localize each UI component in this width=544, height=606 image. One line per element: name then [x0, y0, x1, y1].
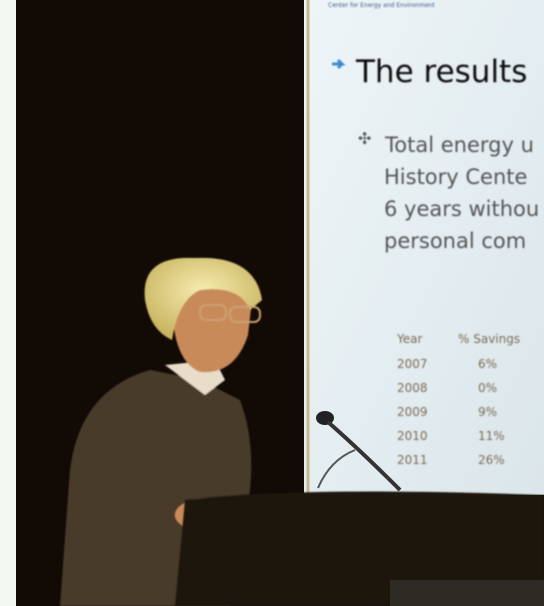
table-cell: 2011: [397, 453, 428, 467]
table-header: Year: [396, 332, 422, 346]
table-cell: 6%: [478, 357, 497, 371]
bullet-line: 6 years withou: [384, 197, 539, 221]
table-header: % Savings: [458, 332, 520, 346]
table-cell: 26%: [478, 453, 505, 467]
table-cell: 2008: [397, 381, 428, 395]
slide-header: Center for Energy and Environment: [328, 2, 435, 9]
table-cell: 11%: [478, 429, 505, 443]
table-cell: 9%: [478, 405, 497, 419]
bullet-line: personal com: [384, 229, 526, 253]
photo: Center for Energy and Environment The re…: [0, 0, 544, 606]
left-edge: [0, 0, 16, 606]
bullet-icon: ✣: [358, 129, 371, 148]
slide-title: The results: [355, 54, 527, 90]
podium-panel: [390, 580, 544, 606]
table-cell: 0%: [478, 381, 497, 395]
table-cell: 2009: [397, 405, 428, 419]
table-cell: 2010: [397, 429, 428, 443]
bullet-line: History Cente: [384, 165, 527, 189]
table-cell: 2007: [397, 357, 428, 371]
bullet-line: Total energy u: [384, 133, 534, 157]
